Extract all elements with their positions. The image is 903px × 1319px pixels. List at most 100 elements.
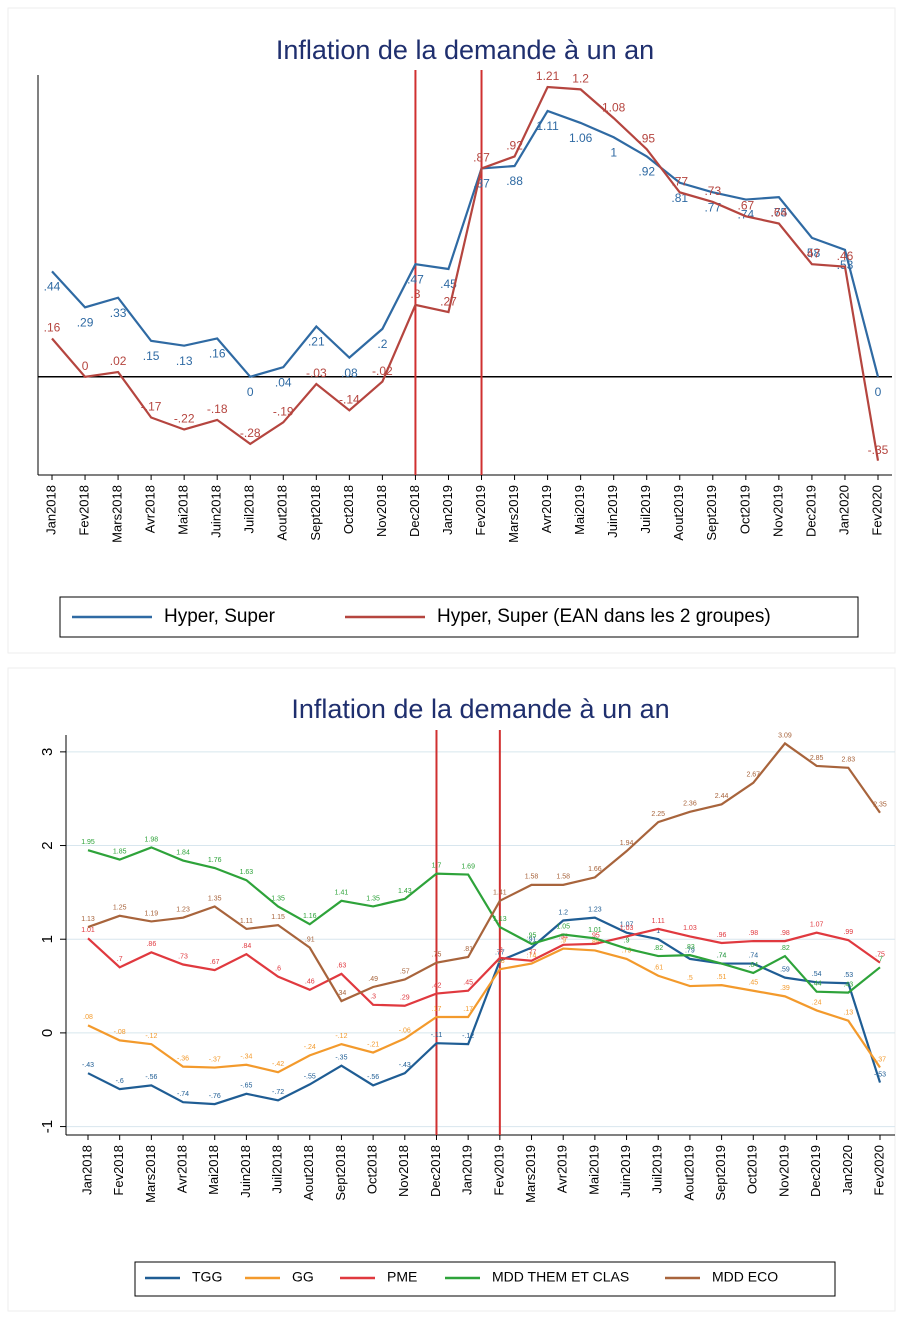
data-label: 1.58	[525, 874, 539, 881]
data-label: .75	[771, 205, 788, 219]
data-label: -.11	[431, 1032, 443, 1039]
data-label: 1.07	[810, 922, 824, 929]
x-tick-label: Nov2018	[374, 485, 389, 537]
data-label: .94	[558, 934, 568, 941]
data-label: .21	[308, 335, 325, 349]
data-label: .46	[837, 249, 854, 263]
data-label: .04	[275, 375, 292, 389]
data-label: .99	[843, 929, 853, 936]
data-label: .77	[671, 175, 688, 189]
data-label: .57	[400, 968, 410, 975]
data-label: .91	[305, 936, 315, 943]
data-label: .58	[804, 246, 821, 260]
data-label: 1.11	[652, 918, 665, 925]
data-label: 1.43	[398, 888, 412, 895]
x-tick-label: Jan2020	[836, 485, 851, 535]
data-label: -.03	[306, 366, 327, 380]
data-label: -.43	[399, 1062, 411, 1069]
data-label: 1.35	[271, 895, 285, 902]
data-label: 1	[656, 928, 660, 935]
data-label: -.56	[145, 1074, 157, 1081]
y-tick-label: 3	[39, 748, 56, 756]
data-label: -.53	[874, 1071, 886, 1078]
data-label: -.76	[209, 1093, 221, 1100]
data-label: 1.35	[366, 895, 380, 902]
data-label: -.12	[462, 1033, 474, 1040]
x-tick-label: Fev2020	[869, 485, 884, 536]
data-label: 1.41	[493, 890, 507, 897]
data-label: .44	[812, 981, 822, 988]
data-label: 1.35	[208, 895, 222, 902]
x-tick-label: Oct2018	[365, 1145, 380, 1194]
data-label: 1.2	[572, 72, 589, 86]
data-label: .45	[748, 980, 758, 987]
data-label: .74	[717, 952, 727, 959]
data-label: .87	[473, 177, 490, 191]
data-label: 2.67	[746, 772, 760, 779]
data-label: .9	[624, 937, 630, 944]
data-label: -.14	[339, 393, 360, 407]
data-label: -.43	[82, 1062, 94, 1069]
data-label: .42	[432, 982, 442, 989]
x-tick-label: Juil2018	[270, 1145, 285, 1193]
data-label: .51	[717, 974, 727, 981]
y-tick-label: 0	[39, 1029, 56, 1037]
x-tick-label: Juin2018	[238, 1145, 253, 1198]
series-line	[87, 741, 881, 1003]
data-label: -.28	[240, 426, 261, 440]
legend-label: MDD THEM ET CLAS	[492, 1269, 629, 1285]
chart-title: Inflation de la demande à un an	[291, 694, 669, 724]
data-label: 1.76	[208, 857, 222, 864]
data-label: .49	[368, 976, 378, 983]
data-label: .67	[737, 198, 754, 212]
data-label: -.56	[367, 1074, 379, 1081]
data-label: 1.11	[240, 918, 253, 925]
data-label: 1.85	[113, 848, 127, 855]
data-label: -.19	[273, 404, 294, 418]
data-label: .9	[560, 937, 566, 944]
data-label: -.42	[272, 1061, 284, 1068]
x-tick-label: Jan2018	[79, 1145, 94, 1195]
x-tick-label: Dec2019	[803, 485, 818, 537]
data-label: .46	[305, 979, 315, 986]
data-label: .53	[843, 972, 853, 979]
data-label: .92	[638, 165, 655, 179]
data-label: .54	[812, 971, 822, 978]
data-label: .33	[110, 306, 127, 320]
data-label: .77	[527, 950, 537, 957]
x-tick-label: Sept2018	[333, 1145, 348, 1201]
x-tick-label: Avr2018	[143, 485, 158, 533]
legend-box	[59, 596, 859, 638]
x-tick-label: Nov2018	[396, 1145, 411, 1197]
series-line	[87, 846, 881, 994]
x-tick-label: Sept2019	[704, 485, 719, 541]
data-label: .95	[527, 933, 537, 940]
x-tick-label: Nov2019	[770, 485, 785, 537]
series-line	[87, 927, 881, 1007]
data-label: -.36	[177, 1055, 189, 1062]
data-label: .15	[143, 349, 160, 363]
panel	[7, 7, 896, 654]
data-label: 2.85	[810, 755, 824, 762]
data-label: -.65	[240, 1083, 252, 1090]
data-label: .81	[463, 946, 473, 953]
data-label: 1.66	[588, 866, 602, 873]
data-label: .79	[685, 948, 695, 955]
data-label: 1.15	[271, 914, 285, 921]
data-label: 0	[82, 359, 89, 373]
x-tick-label: Fev2019	[491, 1145, 506, 1196]
data-label: 1.01	[588, 927, 602, 934]
data-label: .24	[812, 999, 822, 1006]
x-tick-label: Mars2019	[523, 1145, 538, 1203]
legend-label: Hyper, Super	[164, 606, 276, 627]
data-label: .08	[341, 366, 358, 380]
data-label: 1.03	[620, 925, 634, 932]
data-label: .3	[410, 287, 420, 301]
data-label: -.12	[145, 1033, 157, 1040]
data-label: .59	[780, 966, 790, 973]
data-label: 1.58	[556, 874, 570, 881]
data-label: -.34	[240, 1054, 252, 1061]
data-label: -.35	[868, 443, 889, 457]
x-tick-label: Aout2018	[301, 1145, 316, 1201]
